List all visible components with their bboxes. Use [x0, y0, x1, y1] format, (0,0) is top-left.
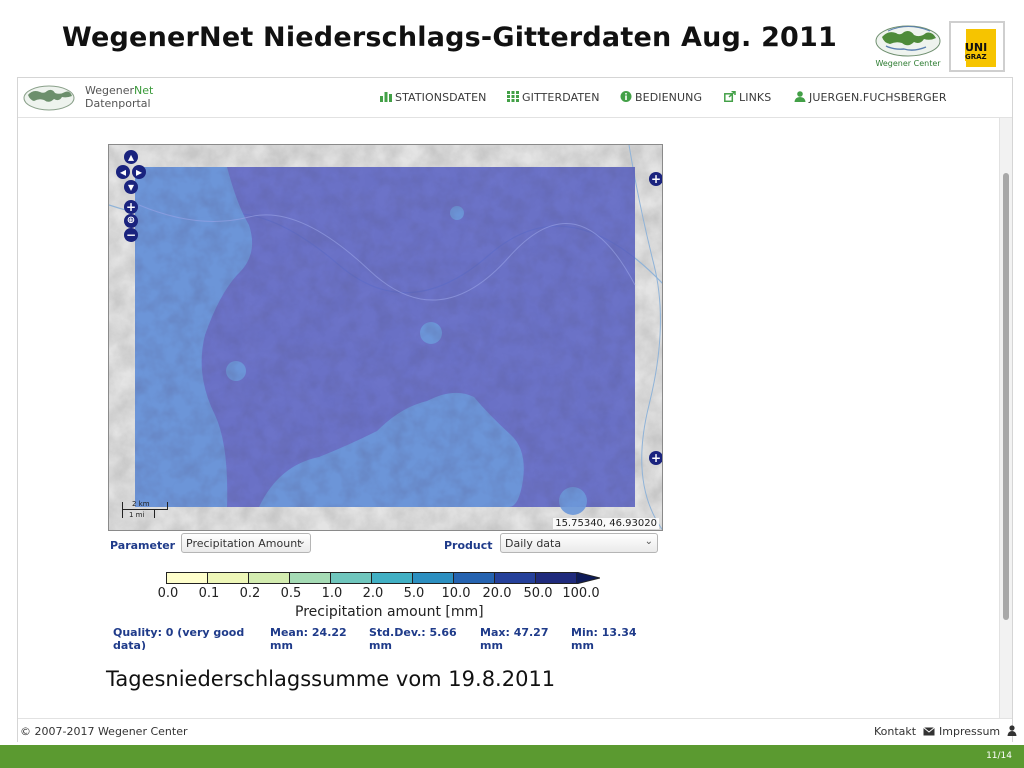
- colorbar-segment: [453, 572, 495, 584]
- nav-links-label: LINKS: [739, 91, 772, 104]
- wegener-center-logo-text: Wegener Center: [875, 59, 941, 68]
- portal-globe-icon[interactable]: [22, 84, 76, 112]
- page-number: 11/14: [986, 751, 1012, 761]
- colorbar-segment: [289, 572, 331, 584]
- colorbar-tick: 100.0: [562, 586, 600, 601]
- stat-max: Max: 47.27 mm: [480, 626, 549, 652]
- scrollbar-thumb[interactable]: [1003, 173, 1009, 620]
- globe-icon: [875, 25, 941, 57]
- portal-subtitle: Datenportal: [85, 97, 151, 110]
- stat-min: Min: 13.34 mm: [571, 626, 637, 652]
- colorbar-tick: 0.5: [280, 586, 302, 601]
- parameter-select[interactable]: Precipitation Amount ⌄: [181, 533, 311, 553]
- portal-name[interactable]: WegenerNet Datenportal: [85, 84, 153, 110]
- nav-user-label: JUERGEN.FUCHSBERGER: [809, 91, 947, 104]
- precipitation-map[interactable]: ▴ ◂ ▸ ▾ + ⊕ − + + 2 km 1 mi 15.75340, 46…: [108, 144, 663, 531]
- colorbar-segment: [207, 572, 249, 584]
- cursor-coordinates: 15.75340, 46.93020: [553, 518, 659, 529]
- colorbar-tick: 0.2: [239, 586, 261, 601]
- parameter-select-value: Precipitation Amount: [186, 537, 302, 550]
- caption-box: Tagesniederschlagssumme vom 19.8.2011: [88, 650, 700, 710]
- portal-name-part2: Net: [134, 84, 154, 97]
- product-label: Product: [444, 539, 493, 552]
- colorbar-segment: [494, 572, 536, 584]
- stat-mean: Mean: 24.22 mm: [270, 626, 347, 652]
- page-scrollbar[interactable]: [999, 118, 1012, 718]
- colorbar-tick: 1.0: [321, 586, 343, 601]
- colorbar-segment: [248, 572, 290, 584]
- nav-gitterdaten[interactable]: GITTERDATEN: [507, 91, 600, 104]
- stat-quality: Quality: 0 (very good data): [113, 626, 245, 652]
- pan-up-button[interactable]: ▴: [124, 150, 138, 164]
- footer-impressum-link[interactable]: Impressum: [939, 725, 1017, 738]
- chevron-down-icon: ⌄: [297, 536, 306, 547]
- footer-kontakt-label: Kontakt: [874, 725, 917, 738]
- copyright-text: © 2007-2017 Wegener Center: [20, 725, 188, 738]
- scale-km-label: 2 km: [132, 500, 150, 508]
- colorbar-segment: [371, 572, 413, 584]
- envelope-icon: [922, 727, 935, 736]
- nav-gitterdaten-label: GITTERDATEN: [522, 91, 600, 104]
- colorbar-tick: 10.0: [441, 586, 471, 601]
- portal-name-part1: Wegener: [85, 84, 135, 97]
- colorbar-extend-arrow: [576, 572, 600, 584]
- nav-bedienung-label: BEDIENUNG: [635, 91, 703, 104]
- wegener-center-logo: Wegener Center: [872, 24, 944, 70]
- portal-navbar: WegenerNet Datenportal STATIONSDATEN GIT…: [18, 78, 1012, 118]
- chevron-down-icon: ⌄: [644, 536, 653, 547]
- nav-stationsdaten-label: STATIONSDATEN: [395, 91, 487, 104]
- colorbar-label: Precipitation amount [mm]: [295, 604, 484, 620]
- zoom-out-button[interactable]: −: [124, 228, 138, 242]
- info-icon: [620, 91, 632, 102]
- zoom-world-button[interactable]: ⊕: [124, 214, 138, 228]
- slide-footer-bar: 11/14: [0, 745, 1024, 768]
- zoom-in-button[interactable]: +: [124, 200, 138, 214]
- colorbar-segment: [412, 572, 454, 584]
- uni-graz-logo-top: UNI: [965, 41, 988, 54]
- nav-stationsdaten[interactable]: STATIONSDATEN: [380, 91, 487, 104]
- stat-std: Std.Dev.: 5.66 mm: [369, 626, 457, 652]
- nav-links[interactable]: LINKS: [724, 91, 771, 104]
- product-select[interactable]: Daily data ⌄: [500, 533, 658, 553]
- user-icon: [794, 91, 806, 102]
- colorbar-segment: [535, 572, 577, 584]
- colorbar-segment: [330, 572, 372, 584]
- colorbar-tick: 0.0: [157, 586, 179, 601]
- uni-graz-logo-bottom: GRAZ: [965, 53, 987, 61]
- scale-mi-label: 1 mi: [129, 511, 145, 519]
- colorbar-segment: [166, 572, 208, 584]
- footer-impressum-label: Impressum: [939, 725, 1001, 738]
- datenportal-screenshot: WegenerNet Datenportal STATIONSDATEN GIT…: [17, 77, 1017, 742]
- pan-right-button[interactable]: ▸: [132, 165, 146, 179]
- footer-kontakt-link[interactable]: Kontakt: [874, 725, 935, 738]
- pan-left-button[interactable]: ◂: [116, 165, 130, 179]
- slide-title: WegenerNet Niederschlags-Gitterdaten Aug…: [62, 22, 838, 53]
- pan-down-button[interactable]: ▾: [124, 180, 138, 194]
- nav-user[interactable]: JUERGEN.FUCHSBERGER: [794, 91, 947, 104]
- layer-switcher-button[interactable]: +: [649, 172, 662, 186]
- overview-map-button[interactable]: +: [649, 451, 662, 465]
- grid-icon: [507, 91, 519, 102]
- colorbar-tick: 5.0: [403, 586, 425, 601]
- bar-chart-icon: [380, 92, 392, 102]
- nav-bedienung[interactable]: BEDIENUNG: [620, 91, 702, 104]
- uni-graz-logo: UNI GRAZ: [949, 21, 1005, 72]
- portal-footer: © 2007-2017 Wegener Center Kontakt Impre…: [18, 718, 1017, 742]
- parameter-label: Parameter: [110, 539, 176, 552]
- colorbar-tick: 0.1: [198, 586, 220, 601]
- uni-graz-logo-text: UNI GRAZ: [965, 41, 988, 61]
- colorbar-tick: 2.0: [362, 586, 384, 601]
- precipitation-overlay: [135, 167, 636, 515]
- map-canvas: [109, 145, 662, 530]
- external-link-icon: [724, 91, 736, 102]
- map-scale-bar: 2 km 1 mi: [122, 500, 168, 520]
- slide-caption: Tagesniederschlagssumme vom 19.8.2011: [106, 667, 556, 691]
- precipitation-colorbar: [166, 572, 600, 584]
- product-select-value: Daily data: [505, 537, 562, 550]
- user-silhouette-icon: [1007, 725, 1017, 736]
- colorbar-tick: 50.0: [523, 586, 553, 601]
- colorbar-tick: 20.0: [482, 586, 512, 601]
